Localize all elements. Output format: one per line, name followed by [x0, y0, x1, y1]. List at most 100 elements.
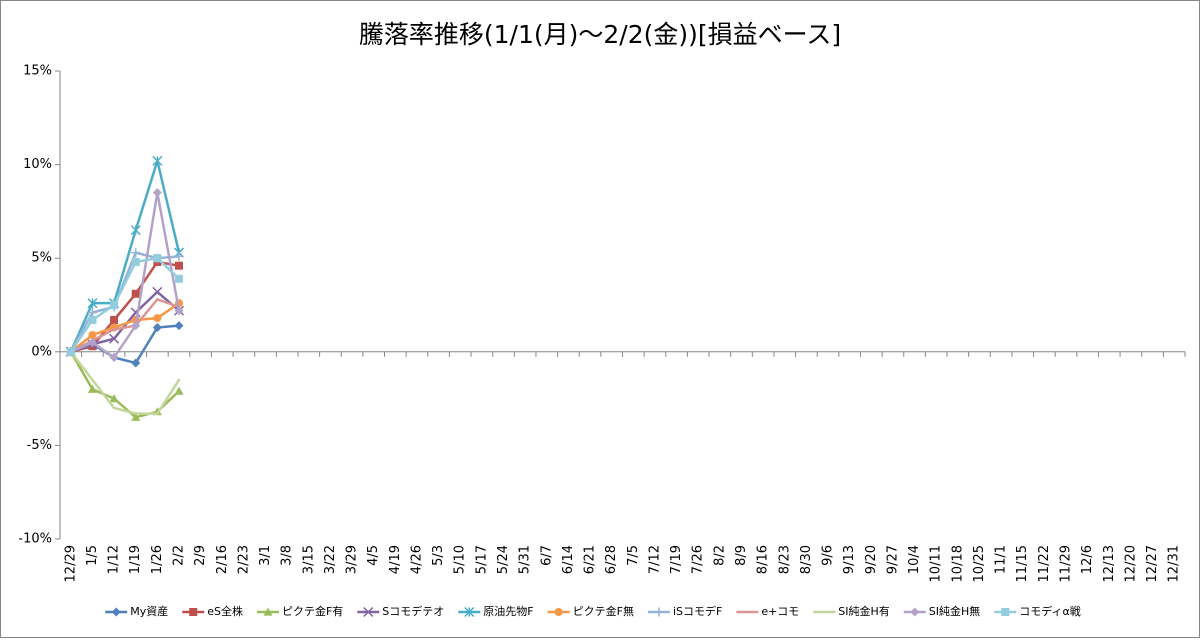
legend: My資産 eS全株 ピクテ金F有 Sコモデテオ 原油先物F ピクテ金F無 iSコモデF e+コ…: [105, 604, 1081, 618]
x-tick-label: 2/9: [193, 545, 208, 566]
x-tick-label: 9/6: [821, 545, 836, 566]
x-tick-label: 5/10: [453, 545, 468, 574]
legend-item: e+コモ: [736, 605, 799, 618]
x-tick-label: 4/19: [388, 545, 403, 574]
x-tick-label: 7/19: [669, 545, 684, 574]
marker: [174, 306, 184, 316]
x-tick-label: 6/14: [561, 545, 576, 574]
marker: [363, 606, 374, 618]
legend-label: eS全株: [207, 604, 243, 618]
marker: [153, 254, 162, 263]
marker: [152, 322, 162, 332]
x-tick-label: 3/15: [301, 545, 316, 574]
legend-item: My資産: [105, 605, 168, 618]
legend-item: SI純金H有: [813, 604, 890, 618]
x-tick-label: 5/3: [431, 545, 446, 566]
y-tick-label: 15%: [23, 64, 52, 79]
x-tick-label: 9/20: [864, 545, 879, 574]
marker: [174, 261, 183, 270]
legend-label: Sコモデテオ: [382, 604, 444, 618]
x-tick-label: 12/20: [1123, 545, 1138, 582]
point: [156, 412, 159, 415]
x-tick-label: 2/16: [215, 545, 230, 574]
x-tick-label: 8/9: [734, 545, 749, 566]
x-tick-label: 8/16: [756, 545, 771, 574]
marker: [109, 333, 120, 344]
marker: [152, 188, 162, 198]
marker: [130, 225, 141, 236]
x-tick-label: 5/24: [496, 545, 511, 574]
x-tick-label: 1/19: [128, 545, 143, 574]
x-tick-label: 10/11: [929, 545, 944, 582]
x-tick-label: 12/31: [1167, 545, 1182, 582]
y-tick-label: 10%: [23, 157, 52, 172]
x-tick-label: 6/7: [539, 545, 554, 566]
x-tick-label: 11/29: [1059, 545, 1074, 582]
x-tick-label: 2/2: [171, 545, 186, 566]
point: [112, 328, 116, 331]
x-tick-label: 5/17: [474, 545, 489, 574]
marker: [910, 607, 920, 617]
marker: [654, 607, 664, 617]
x-tick-label: 9/13: [842, 545, 857, 574]
legend-label: iSコモデF: [673, 604, 722, 618]
x-tick-label: 11/22: [1037, 545, 1052, 582]
x-tick-label: 12/27: [1145, 545, 1160, 582]
y-tick-label: -5%: [27, 438, 52, 453]
legend-item: SI純金H無: [903, 604, 981, 618]
x-tick-label: 1/5: [85, 545, 100, 566]
legend-item: Sコモデテオ: [357, 604, 444, 618]
x-tick-label: 7/12: [647, 545, 662, 574]
marker: [87, 384, 97, 393]
point: [112, 406, 116, 410]
x-tick-label: 3/8: [280, 545, 295, 566]
x-tick-label: 4/5: [366, 545, 381, 566]
x-tick-label: 8/2: [712, 545, 727, 566]
legend-label: SI純金H無: [929, 604, 981, 618]
y-tick-label: 5%: [31, 251, 52, 266]
x-tick-label: 10/25: [972, 545, 987, 582]
x-tick-label: 12/13: [1102, 545, 1117, 582]
series-line: [70, 191, 181, 359]
marker: [87, 337, 97, 347]
point: [156, 298, 159, 301]
legend-item: ピクテ金F無: [547, 604, 634, 618]
legend-item: 原油先物F: [458, 604, 534, 618]
legend-item: コモディα戦: [994, 604, 1081, 618]
marker: [152, 286, 163, 297]
legend-label: コモディα戦: [1019, 604, 1080, 618]
marker: [87, 298, 98, 309]
marker: [109, 394, 119, 403]
marker: [131, 289, 140, 298]
legend-label: SI純金H有: [838, 604, 890, 618]
x-tick-label: 3/22: [323, 545, 338, 574]
marker: [174, 386, 184, 395]
marker: [153, 314, 162, 323]
marker: [111, 607, 121, 617]
marker: [174, 251, 184, 261]
x-tick-label: 11/1: [994, 545, 1009, 574]
point: [177, 378, 181, 382]
chart-title: 騰落率推移(1/1(月)～2/2(金))[損益ベース]: [359, 20, 841, 49]
x-tick-label: 9/27: [885, 545, 900, 574]
x-tick-label: 12/6: [1080, 545, 1095, 574]
marker: [152, 155, 163, 166]
marker: [131, 358, 141, 368]
x-tick-label: 1/12: [107, 545, 122, 574]
x-tick-label: 11/15: [1015, 545, 1030, 582]
marker: [131, 321, 141, 331]
x-tick-label: 3/1: [258, 545, 273, 566]
x-tick-label: 8/23: [777, 545, 792, 574]
x-tick-label: 2/23: [236, 545, 251, 574]
marker: [110, 301, 119, 309]
series-line: [70, 302, 180, 353]
marker: [131, 248, 141, 258]
marker: [1001, 608, 1010, 616]
y-tick-label: -10%: [18, 532, 52, 547]
x-tick-label: 8/30: [799, 545, 814, 574]
marker: [131, 257, 140, 266]
x-tick-label: 1/26: [150, 545, 165, 574]
y-tick-label: 0%: [31, 344, 52, 359]
